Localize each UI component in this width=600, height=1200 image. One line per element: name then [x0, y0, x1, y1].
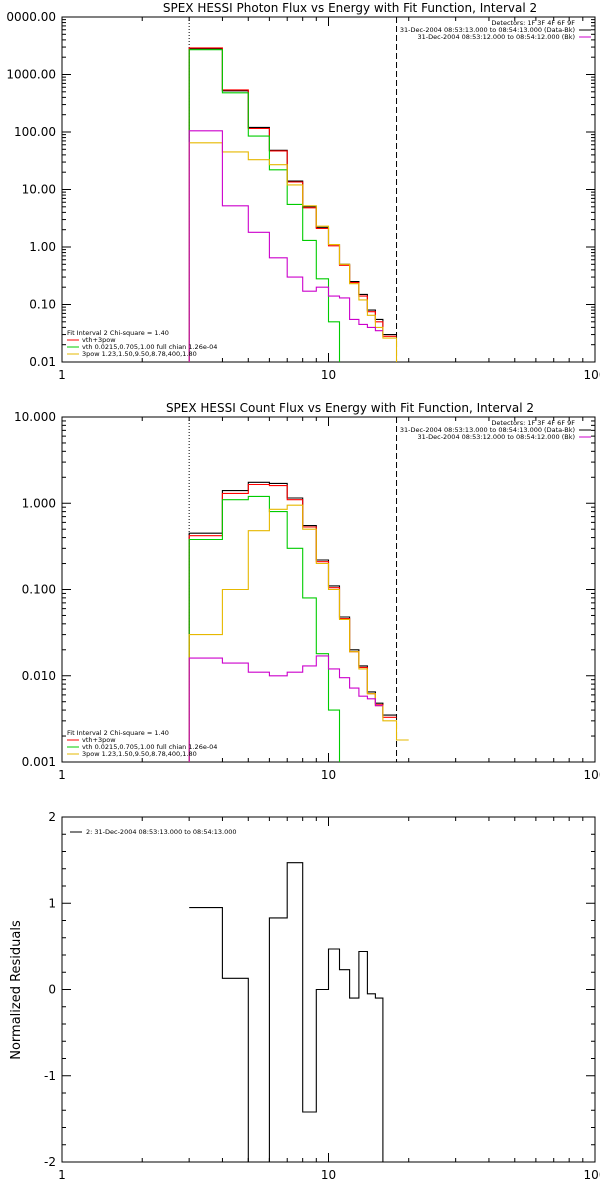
legend-top-entry: Detectors: 1F 3F 4F 6F 9F: [491, 419, 575, 427]
y-tick-label: 0: [48, 983, 56, 997]
y-tick-label: -2: [44, 1155, 56, 1169]
chart-count-flux: SPEX HESSI Count Flux vs Energy with Fit…: [14, 401, 600, 782]
series-line: [188, 483, 397, 762]
series-line: [189, 862, 397, 1162]
y-tick-label: 100.00: [14, 125, 56, 139]
legend-top-entry: Detectors: 1F 3F 4F 6F 9F: [491, 19, 575, 27]
legend-bottom-entry: Fit Interval 2 Chi-square = 1.40: [67, 729, 169, 737]
y-tick-label: 1000.00: [6, 68, 56, 82]
y-tick-label: 0.010: [22, 669, 56, 683]
series-line: [188, 130, 383, 362]
x-tick-label: 100: [584, 1168, 600, 1182]
y-tick-label: 0.100: [22, 583, 56, 597]
x-tick-label: 100: [584, 768, 600, 782]
y-axis-label-residuals: Normalized Residuals: [9, 920, 24, 1060]
y-tick-label: 1.00: [29, 240, 56, 254]
y-tick-label: 0.001: [22, 755, 56, 769]
x-tick-label: 10: [321, 768, 336, 782]
legend-bottom-entry: 3pow 1.23,1.50,9.50,8.78,400,1.80: [82, 750, 197, 758]
x-tick-label: 100: [584, 368, 600, 382]
legend-bottom-entry: vth+3pow: [82, 336, 116, 344]
legend-top-entry: 31-Dec-2004 08:53:12.000 to 08:54:12.000…: [418, 33, 576, 41]
series-line: [188, 49, 341, 362]
series-line: [188, 481, 397, 762]
plot-area-count: 1 10 100 10.000 1.000 0.100 0.010 0.001 Detector…: [14, 410, 600, 782]
legend-bottom-entry: vth+3pow: [82, 736, 116, 744]
series-line: [188, 504, 409, 762]
legend-top-entry: 31-Dec-2004 08:53:13.000 to 08:54:13.000…: [400, 26, 575, 34]
series-line: [188, 48, 397, 362]
chart-photon-flux: SPEX HESSI Photon Flux vs Energy with Fi…: [6, 1, 600, 382]
legend-bottom-entry: vth 0.0215,0.705,1.00 full chian 1.26e-0…: [82, 343, 217, 351]
y-tick-label: 10.00: [22, 183, 56, 197]
legend-bottom-entry: vth 0.0215,0.705,1.00 full chian 1.26e-0…: [82, 743, 217, 751]
chart-title-count: SPEX HESSI Count Flux vs Energy with Fit…: [166, 401, 534, 415]
x-tick-label: 1: [58, 768, 66, 782]
x-tick-label: 10: [321, 368, 336, 382]
y-tick-label: 0000.00: [6, 10, 56, 24]
plot-area-residuals: 110100210-1-22: 31-Dec-2004 08:53:13.000…: [44, 810, 600, 1182]
legend-top-entry: 31-Dec-2004 08:53:12.000 to 08:54:12.000…: [418, 433, 576, 441]
legend-entry: 2: 31-Dec-2004 08:53:13.000 to 08:54:13.…: [86, 828, 237, 836]
chart-residuals: Normalized Residuals 110100210-1-22: 31-…: [9, 810, 600, 1182]
x-tick-label: 1: [58, 1168, 66, 1182]
legend-top-entry: 31-Dec-2004 08:53:13.000 to 08:54:13.000…: [400, 426, 575, 434]
series-line: [188, 495, 341, 762]
series-line: [188, 655, 383, 762]
series-line: [188, 47, 397, 362]
y-tick-label: -1: [44, 1069, 56, 1083]
y-tick-label: 1: [48, 896, 56, 910]
plot-area-photon: 1 10 100 0000.00 1000.00 100.00 10.00 1.00 0.10 0…: [6, 10, 600, 382]
y-tick-label: 2: [48, 810, 56, 824]
x-tick-label: 10: [321, 1168, 336, 1182]
y-tick-label: 10.000: [14, 410, 56, 424]
legend-bottom-entry: Fit Interval 2 Chi-square = 1.40: [67, 329, 169, 337]
y-tick-label: 1.000: [22, 496, 56, 510]
y-tick-label: 0.10: [29, 298, 56, 312]
legend-bottom-entry: 3pow 1.23,1.50,9.50,8.78,400,1.80: [82, 350, 197, 358]
chart-title-photon: SPEX HESSI Photon Flux vs Energy with Fi…: [163, 1, 537, 15]
x-tick-label: 1: [58, 368, 66, 382]
y-tick-label: 0.01: [29, 355, 56, 369]
